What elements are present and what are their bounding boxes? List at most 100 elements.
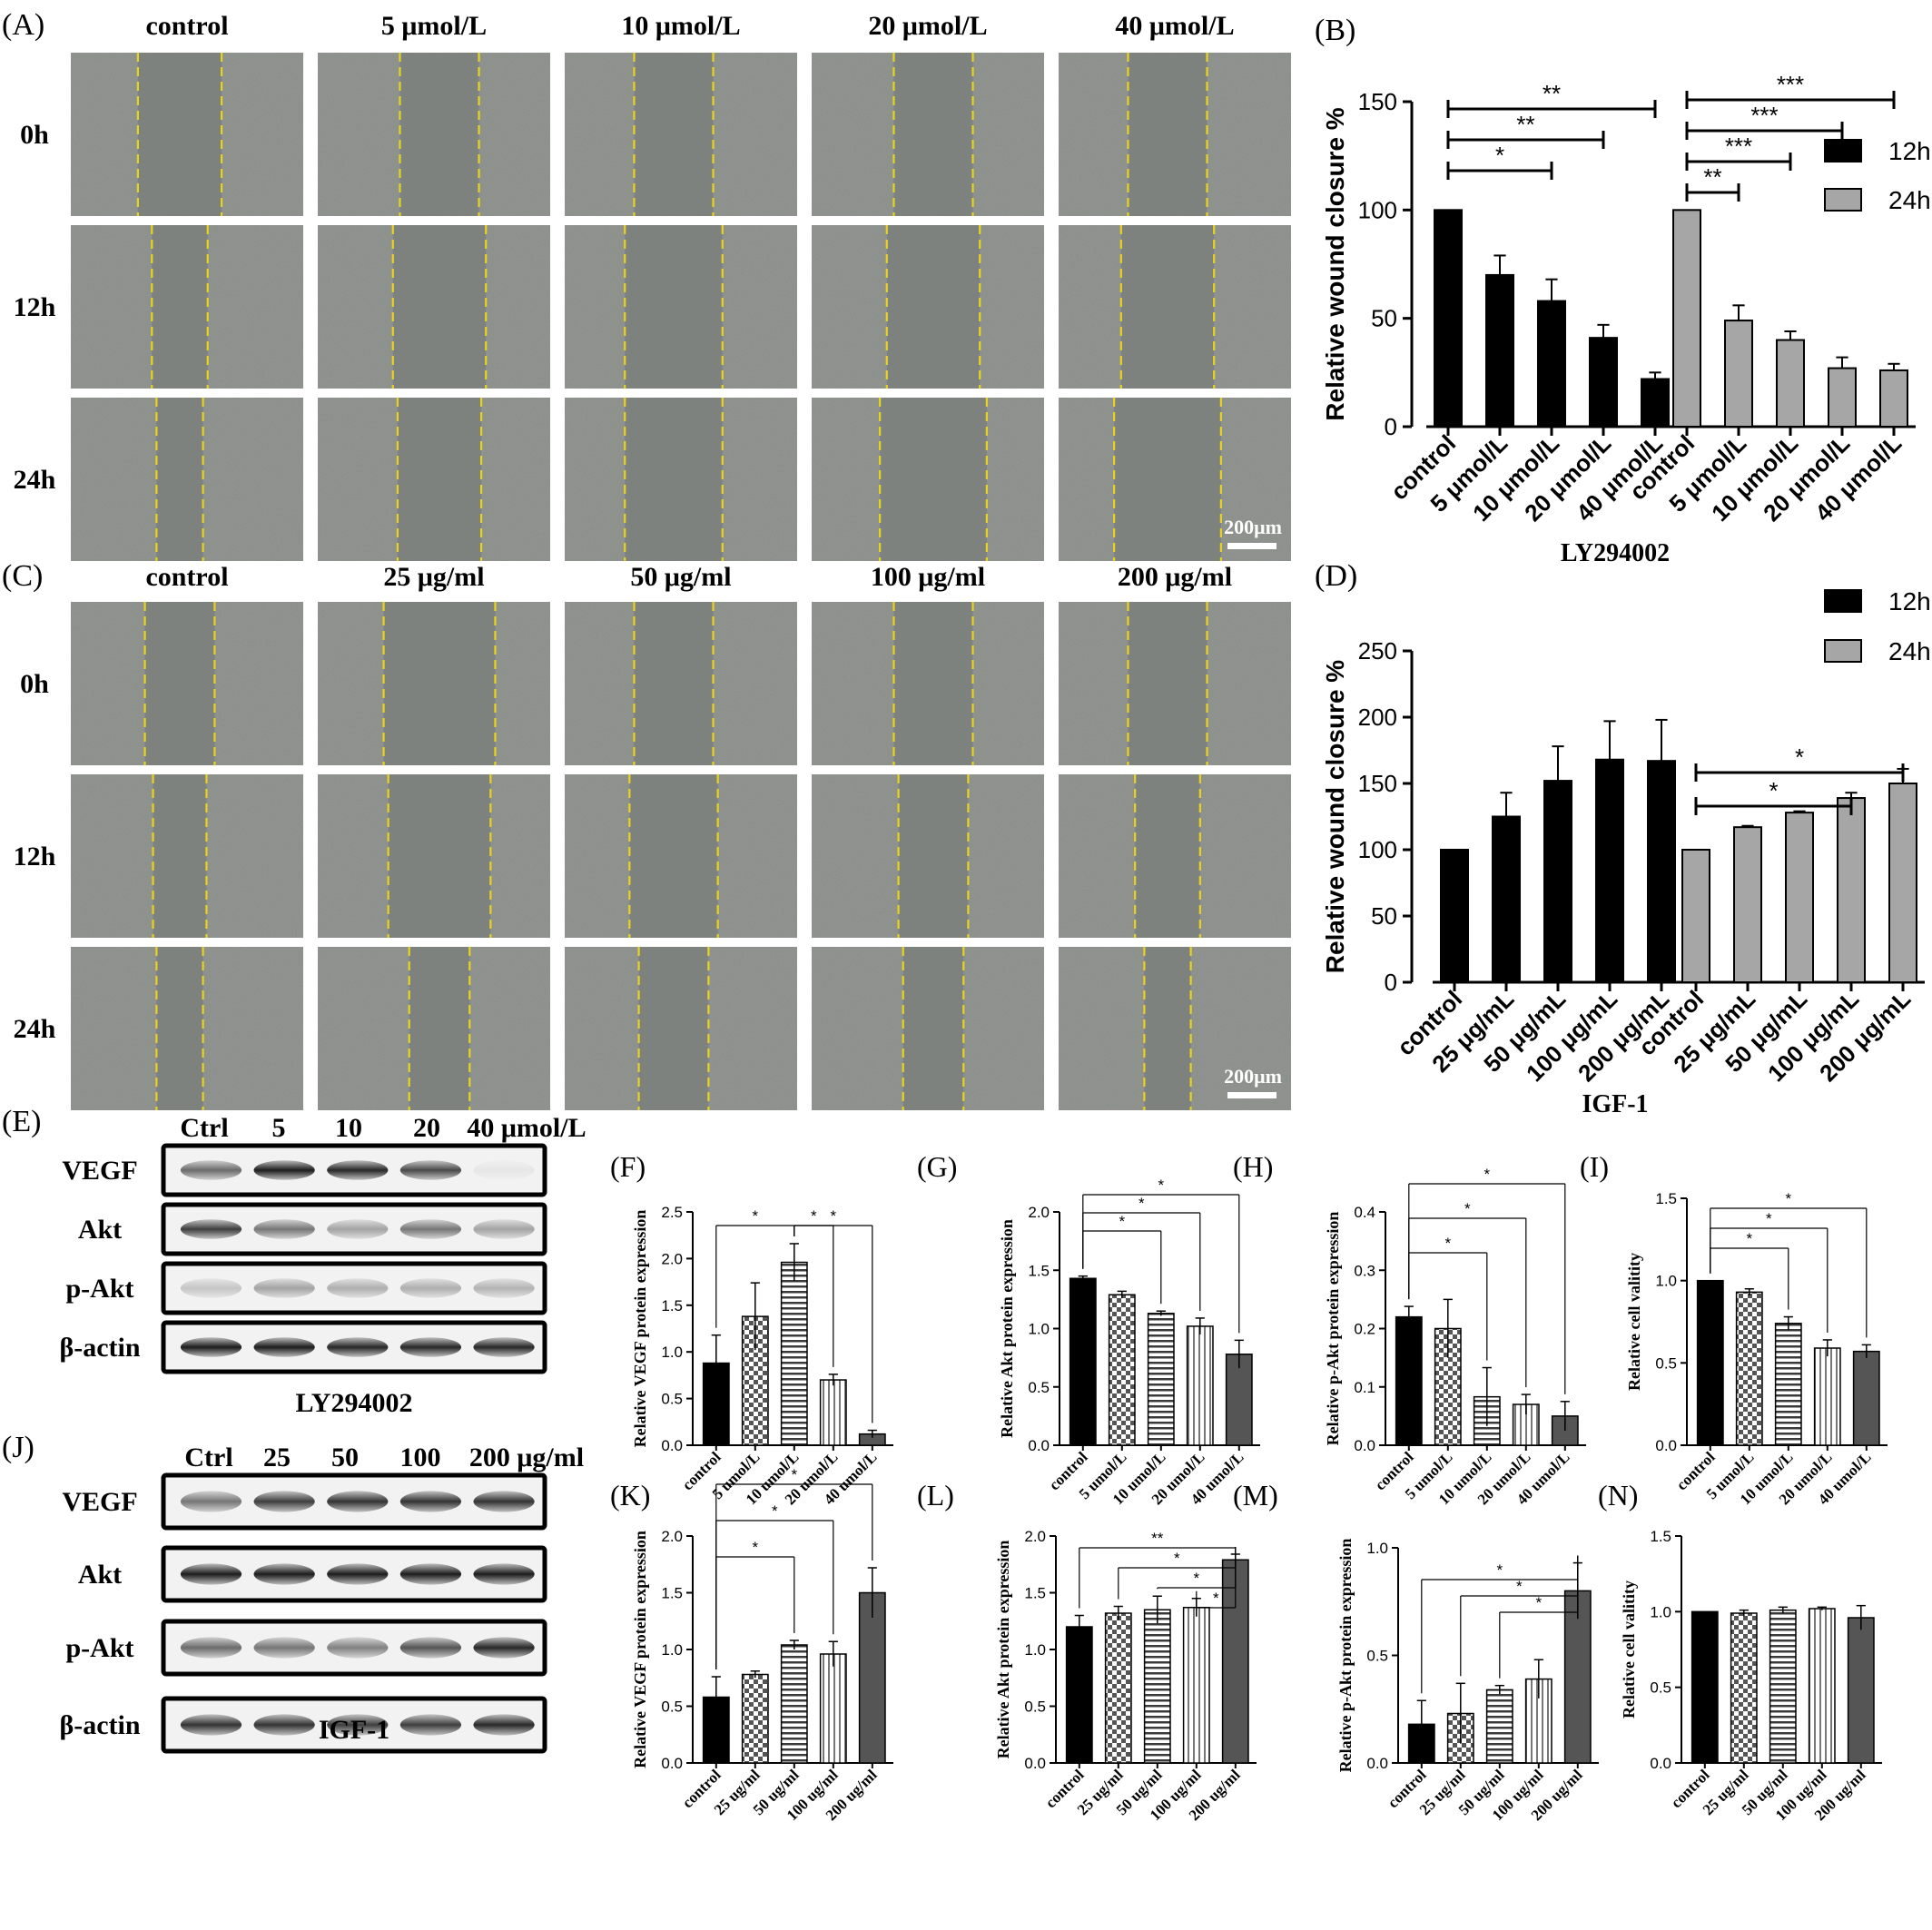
bar-20-umol-l: [1186, 1325, 1214, 1446]
bar-20-umol-l: [819, 1379, 847, 1446]
wound-gap: [625, 398, 723, 561]
protein-label-actin: β-actin: [59, 1333, 140, 1363]
significance-label: *: [1193, 1570, 1199, 1587]
panel-letter-h: (H): [1233, 1150, 1273, 1183]
blot-band: [253, 1337, 315, 1357]
protein-label-akt: Akt: [78, 1560, 122, 1590]
blot-band: [253, 1491, 315, 1512]
significance-label: *: [1464, 1200, 1471, 1217]
panel-letter-c: (C): [2, 559, 43, 593]
blot-band: [399, 1563, 462, 1585]
blot-strip-akt: [161, 1545, 547, 1603]
y-tick-label-0-1: 0.1: [1354, 1379, 1375, 1396]
wound-gap: [886, 225, 981, 389]
micrograph-0h-40-mol-l: [1059, 53, 1291, 216]
micrograph-24h-5-mol-l: [318, 398, 550, 561]
y-tick-label-0-2: 0.2: [1354, 1321, 1375, 1338]
blot-band: [473, 1160, 535, 1180]
micrograph-24h-20-mol-l: [812, 398, 1044, 561]
blot-strip-vegf: [161, 1143, 547, 1197]
y-tick-label-1-0: 1.0: [661, 1641, 683, 1659]
blot-band: [327, 1219, 389, 1239]
significance-label: *: [1746, 1230, 1752, 1247]
bar-100-ug-ml: [1808, 1608, 1836, 1764]
blot-band: [327, 1714, 389, 1736]
blot-band: [399, 1160, 462, 1180]
legend-label-12h: 12h: [1888, 137, 1931, 165]
micrograph-0h-control: [71, 602, 303, 765]
y-axis-title: Relative Akt protein expression: [998, 1219, 1016, 1438]
significance-label: *: [1484, 1166, 1490, 1183]
bar-12h-200-g-ml: [1647, 760, 1676, 983]
y-tick-label-250: 250: [1358, 637, 1397, 665]
bar-5-umol-l: [1108, 1294, 1136, 1446]
significance-label: *: [772, 1502, 778, 1520]
y-axis-title: Relative wound closure %: [1321, 107, 1349, 421]
bar-24h-5-mol-l: [1724, 320, 1753, 428]
y-tick-label-0-0: 0.0: [1655, 1437, 1677, 1454]
panel-letter-m: (M): [1233, 1479, 1278, 1512]
wound-gap: [880, 398, 987, 561]
bar-24h-200-g-ml: [1888, 783, 1917, 983]
wound-gap: [902, 947, 964, 1110]
blot-strip-actin: [161, 1696, 547, 1754]
blot-strip-akt: [161, 1202, 547, 1256]
bar-50-ug-ml: [1143, 1609, 1171, 1764]
chart-m-pakt: 0.0 0.5 1.0 Relative p-Akt protein expressi…: [1336, 1539, 1599, 1824]
bar-12h-20-mol-l: [1589, 337, 1618, 428]
blot-band: [327, 1160, 389, 1180]
bar-24h-50-g-ml: [1785, 812, 1814, 983]
blot-band: [253, 1563, 315, 1585]
chart-k-vegf: 0.0 0.5 1.0 1.5 2.0 Relative VEGF protein exp…: [631, 1466, 893, 1824]
bar-24h-control: [1672, 209, 1701, 428]
y-tick-label-1-0: 1.0: [1650, 1603, 1671, 1620]
wound-gap: [152, 225, 208, 389]
y-tick-label-50: 50: [1371, 902, 1397, 930]
blot-band: [253, 1219, 315, 1239]
micrograph-0h-50-g-ml: [565, 602, 797, 765]
panel-letter-k: (K): [610, 1479, 650, 1512]
blot-band: [180, 1714, 242, 1736]
y-tick-label-1-5: 1.5: [661, 1297, 683, 1315]
y-axis-title: Relative p-Akt protein expression: [1336, 1539, 1355, 1773]
micrograph-24h-100-g-ml: [812, 947, 1044, 1110]
significance-label: *: [1769, 777, 1778, 804]
micrograph-0h-25-g-ml: [318, 602, 550, 765]
bar-50-ug-ml: [1485, 1689, 1513, 1764]
wound-gap: [153, 774, 207, 938]
micrograph-0h-20-mol-l: [812, 53, 1044, 216]
protein-label-p-akt: p-Akt: [65, 1274, 133, 1304]
bar-200-ug-ml: [1847, 1617, 1875, 1764]
y-tick-label-0-0: 0.0: [1366, 1755, 1388, 1772]
protein-label-akt: Akt: [78, 1215, 122, 1245]
legend-label-12h: 12h: [1888, 587, 1931, 615]
blot-band: [399, 1337, 462, 1357]
y-tick-label-50: 50: [1371, 305, 1397, 332]
significance-label: *: [1496, 1561, 1503, 1579]
column-label-5-mol-l: 5 μmol/L: [381, 11, 487, 41]
significance-label: ***: [1725, 133, 1752, 160]
panel-letter-a: (A): [2, 8, 44, 42]
blot-band: [327, 1491, 389, 1512]
y-tick-label-150: 150: [1358, 770, 1397, 797]
blot-band: [180, 1219, 242, 1239]
row-label-12h: 12h: [14, 842, 56, 871]
significance-label: *: [1795, 743, 1804, 771]
panel-letter-b: (B): [1315, 14, 1355, 47]
blot-band: [180, 1160, 242, 1180]
row-label-0h: 0h: [20, 120, 49, 150]
legend-swatch-12h: [1824, 589, 1862, 613]
lane-label-5: 5: [272, 1113, 286, 1143]
blot-band: [253, 1637, 315, 1659]
significance-label: *: [1213, 1590, 1219, 1607]
bar-200-ug-ml: [858, 1591, 886, 1764]
panel-letter-i: (I): [1580, 1150, 1609, 1183]
bar-12h-100-g-ml: [1595, 758, 1624, 983]
wound-gap: [893, 53, 973, 216]
significance-label: **: [1516, 111, 1534, 138]
significance-label: *: [752, 1207, 758, 1225]
wound-gap: [388, 774, 491, 938]
